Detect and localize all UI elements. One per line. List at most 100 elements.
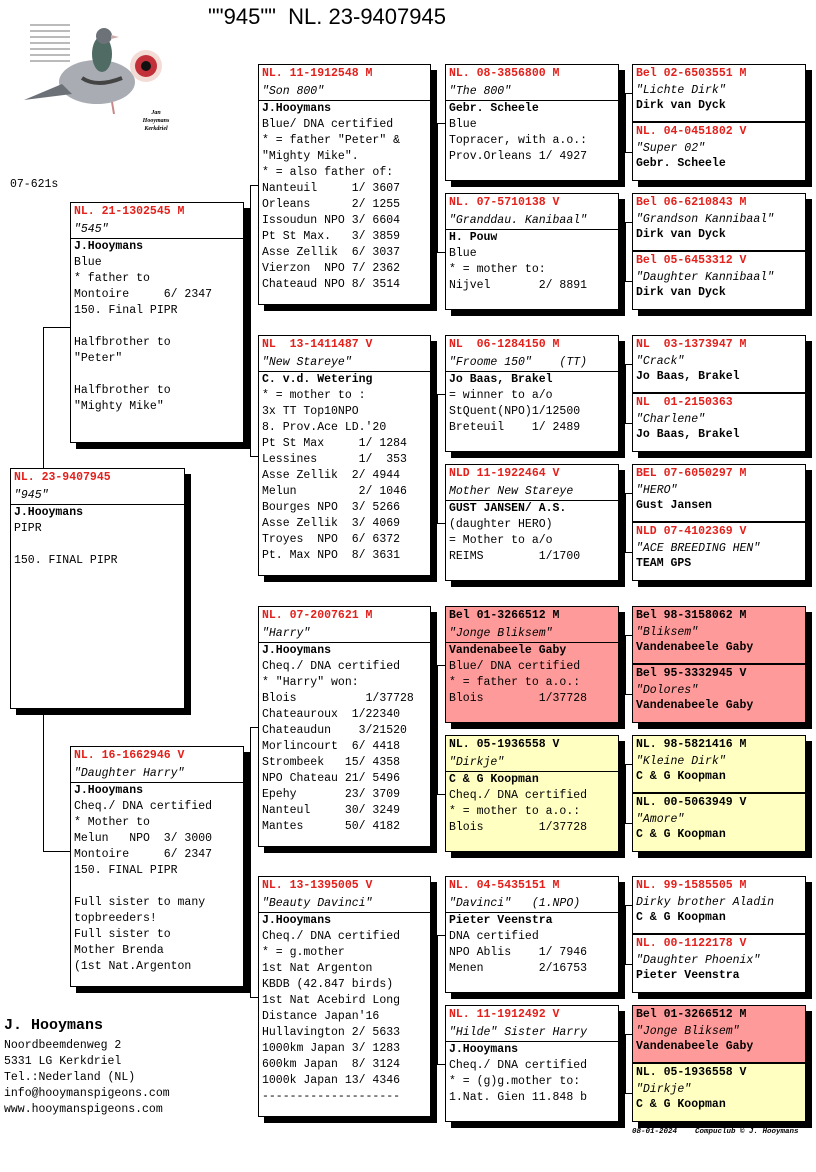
ancestor-card-small: NL 03-1373947 M "Crack" Jo Baas, Brakel [632, 335, 806, 393]
detail-line: Distance Japan'16 [262, 1010, 380, 1023]
card-details: J.Hooymans Cheq./ DNA certified * Mother t… [71, 783, 243, 975]
connector-line [625, 1034, 632, 1035]
pigeon-name: "Son 800" [259, 82, 430, 101]
pigeon-name: "Bliksem" [636, 626, 699, 639]
pigeon-name: "Lichte Dirk" [636, 84, 726, 97]
connector-line [250, 184, 251, 457]
breeder-email[interactable]: info@hooymanspigeons.com [4, 1087, 170, 1100]
connector-line [43, 851, 70, 852]
breeder-line: Gust Jansen [636, 499, 712, 512]
connector-line [431, 726, 437, 728]
detail-line [74, 319, 243, 335]
connector-line [625, 635, 632, 636]
detail-line: Blue/ DNA certified [262, 118, 394, 131]
breeder-website[interactable]: www.hooymanspigeons.com [4, 1103, 163, 1116]
card-details: Gebr. Scheele Blue Topracer, with a.o.: Pro… [446, 101, 618, 165]
ring-number: NL. 05-1936558 V [636, 1066, 747, 1079]
detail-line: Cheq./ DNA certified [449, 789, 588, 802]
breeder-line: J.Hooymans [74, 240, 144, 253]
ancestor-card-small: Bel 98-3158062 M "Bliksem" Vandenabeele Ga… [632, 606, 806, 664]
card-details: Dirk van Dyck [633, 98, 805, 114]
ring-number: NLD 07-4102369 V [636, 525, 747, 538]
detail-line: Cheq./ DNA certified [262, 660, 401, 673]
breeder-line: Jo Baas, Brakel [636, 370, 740, 383]
pigeon-name: "Harry" [259, 624, 430, 643]
detail-line: = Mother to a/o [449, 534, 553, 547]
connector-line [619, 522, 625, 524]
connector-line [619, 122, 625, 124]
pigeon-name: "Dirkje" [636, 1083, 692, 1096]
detail-line: NPO Ablis 1/ 7946 [449, 946, 588, 959]
connector-line [619, 793, 625, 795]
pedigree-card: NL. 21-1302545 M "545" J.Hooymans Blue * fat… [70, 202, 244, 443]
connector-line [437, 393, 438, 524]
breeder-line: J.Hooymans [262, 102, 332, 115]
connector-line [625, 1034, 626, 1094]
ring-number: Bel 02-6503551 M [636, 67, 747, 80]
pedigree-card: NL. 04-5435151 M "Davinci" (1.NPO) Pieter … [445, 876, 619, 993]
breeder-line: Dirk van Dyck [636, 228, 726, 241]
breeder-line: J.Hooymans [262, 644, 332, 657]
pigeon-name: "New Stareye" [259, 353, 430, 372]
connector-line [437, 122, 438, 253]
detail-line: Prov.Orleans 1/ 4927 [449, 150, 588, 163]
detail-line: Blue/ DNA certified [449, 660, 581, 673]
connector-line [619, 664, 625, 666]
detail-line: * Mother to [74, 816, 150, 829]
pigeon-name: "Daughter Phoenix" [636, 954, 761, 967]
detail-line: Blue [449, 118, 477, 131]
detail-line: Morlincourt 6/ 4418 [262, 740, 401, 753]
pedigree-card: NL. 08-3856800 M "The 800" Gebr. Scheele Bl… [445, 64, 619, 181]
detail-line: * = (g)g.mother to: [449, 1075, 581, 1088]
detail-line: Asse Zellik 3/ 4069 [262, 517, 401, 530]
card-details: Pieter Veenstra DNA certified NPO Ablis 1/… [446, 913, 618, 977]
detail-line: Breteuil 1/ 2489 [449, 421, 581, 434]
card-details: Vandenabeele Gaby [633, 698, 805, 714]
detail-line: 1000k Japan 13/ 4346 [262, 1074, 401, 1087]
detail-line: Melun 2/ 1046 [262, 485, 407, 498]
ancestor-card-small: BEL 07-6050297 M "HERO" Gust Jansen [632, 464, 806, 522]
ring-number: NL. 16-1662946 V [74, 749, 185, 762]
detail-line: Full sister to [74, 928, 171, 941]
detail-line: 1st Nat Acebird Long [262, 994, 401, 1007]
ring-number: NL. 11-1912548 M [262, 67, 373, 80]
detail-line: Cheq./ DNA certified [449, 1059, 588, 1072]
pedigree-code: 07-621s [10, 178, 59, 191]
ancestor-card-small: NL. 05-1936558 V "Dirkje" C & G Koopman [632, 1063, 806, 1122]
card-details: Vandenabeele Gaby [633, 1039, 805, 1055]
pigeon-photo-icon [24, 24, 162, 115]
card-details: C & G Koopman Cheq./ DNA certified * = mot… [446, 772, 618, 836]
connector-line [437, 251, 445, 253]
pigeon-logo: Jan Hooymans Kerkdriel [22, 14, 172, 132]
detail-line: Pt St Max. 3/ 3859 [262, 230, 401, 243]
pigeon-name: "Daughter Kannibaal" [636, 271, 775, 284]
detail-line: * = father to a.o.: [449, 676, 581, 689]
ring-number: NL 13-1411487 V [262, 338, 373, 351]
ring-number: NL. 07-2007621 M [262, 609, 373, 622]
card-details: Pieter Veenstra [633, 968, 805, 984]
detail-line: PIPR [14, 522, 42, 535]
connector-line [619, 934, 625, 936]
detail-line [74, 367, 243, 383]
breeder-line: Vandenabeele Gaby [636, 1040, 754, 1053]
breeder-line: Pieter Veenstra [636, 969, 740, 982]
card-details: Jo Baas, Brakel [633, 369, 805, 385]
card-details: C & G Koopman [633, 769, 805, 785]
detail-line: * = mother to: [449, 263, 546, 276]
detail-line: * = g.mother [262, 946, 345, 959]
card-details: Jo Baas, Brakel [633, 427, 805, 443]
ring-number: Bel 01-3266512 M [636, 1008, 747, 1021]
connector-line [625, 280, 632, 282]
connector-line [250, 726, 251, 998]
breeder-city: 5331 LG Kerkdriel [4, 1055, 122, 1068]
ring-number: Bel 98-3158062 M [636, 609, 747, 622]
detail-line: Issoudun NPO 3/ 6604 [262, 214, 401, 227]
connector-line [625, 635, 626, 695]
detail-line: Pt. Max NPO 8/ 3631 [262, 549, 401, 562]
detail-line: DNA certified [449, 930, 539, 943]
ring-number: NL. 00-1122178 V [636, 937, 747, 950]
breeder-line: C & G Koopman [636, 911, 726, 924]
detail-line [14, 537, 184, 553]
detail-line: -------------------- [262, 1090, 401, 1103]
breeder-line: GUST JANSEN/ A.S. [449, 502, 567, 515]
